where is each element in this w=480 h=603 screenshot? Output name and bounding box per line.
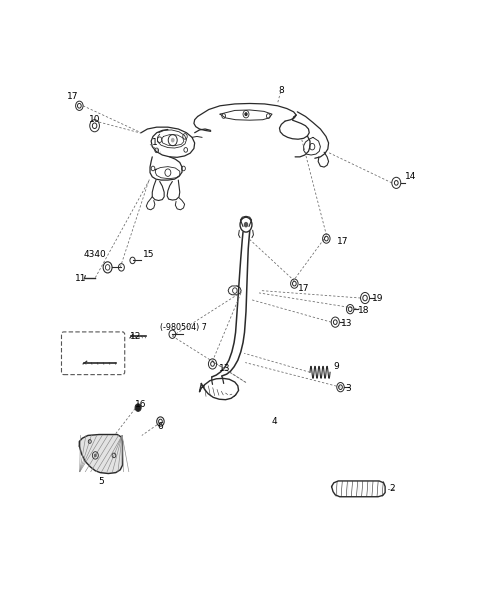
Text: (-980504) 7: (-980504) 7 xyxy=(160,323,206,332)
FancyBboxPatch shape xyxy=(61,332,125,374)
Text: 17: 17 xyxy=(67,92,78,101)
Text: 8: 8 xyxy=(278,86,284,95)
Text: 18: 18 xyxy=(358,306,369,315)
Text: (980504-): (980504-) xyxy=(74,337,112,346)
Circle shape xyxy=(171,138,175,142)
Text: 9: 9 xyxy=(333,362,339,371)
Text: 6: 6 xyxy=(157,421,163,431)
Text: 12: 12 xyxy=(130,332,141,341)
Text: 13: 13 xyxy=(219,364,231,373)
Text: 15: 15 xyxy=(143,250,154,259)
Text: 16: 16 xyxy=(135,400,147,409)
Text: 19: 19 xyxy=(372,294,383,303)
Text: (980504-): (980504-) xyxy=(75,338,111,345)
Text: 13: 13 xyxy=(341,318,353,327)
Text: 4340: 4340 xyxy=(84,250,107,259)
Polygon shape xyxy=(79,435,122,473)
Circle shape xyxy=(135,404,141,411)
Text: 14: 14 xyxy=(405,172,417,181)
Text: 3: 3 xyxy=(346,384,351,393)
Circle shape xyxy=(244,222,248,227)
Text: 17: 17 xyxy=(298,284,310,293)
Circle shape xyxy=(94,453,97,457)
Text: 1: 1 xyxy=(152,139,158,148)
Text: 10: 10 xyxy=(89,115,100,124)
Text: 17: 17 xyxy=(337,237,348,246)
Text: 12: 12 xyxy=(75,347,86,355)
Text: 2: 2 xyxy=(390,484,395,493)
Text: 5: 5 xyxy=(98,478,104,487)
Text: 11: 11 xyxy=(75,274,86,283)
Circle shape xyxy=(245,113,247,116)
Text: 12: 12 xyxy=(75,347,86,355)
Text: 4: 4 xyxy=(271,417,277,426)
